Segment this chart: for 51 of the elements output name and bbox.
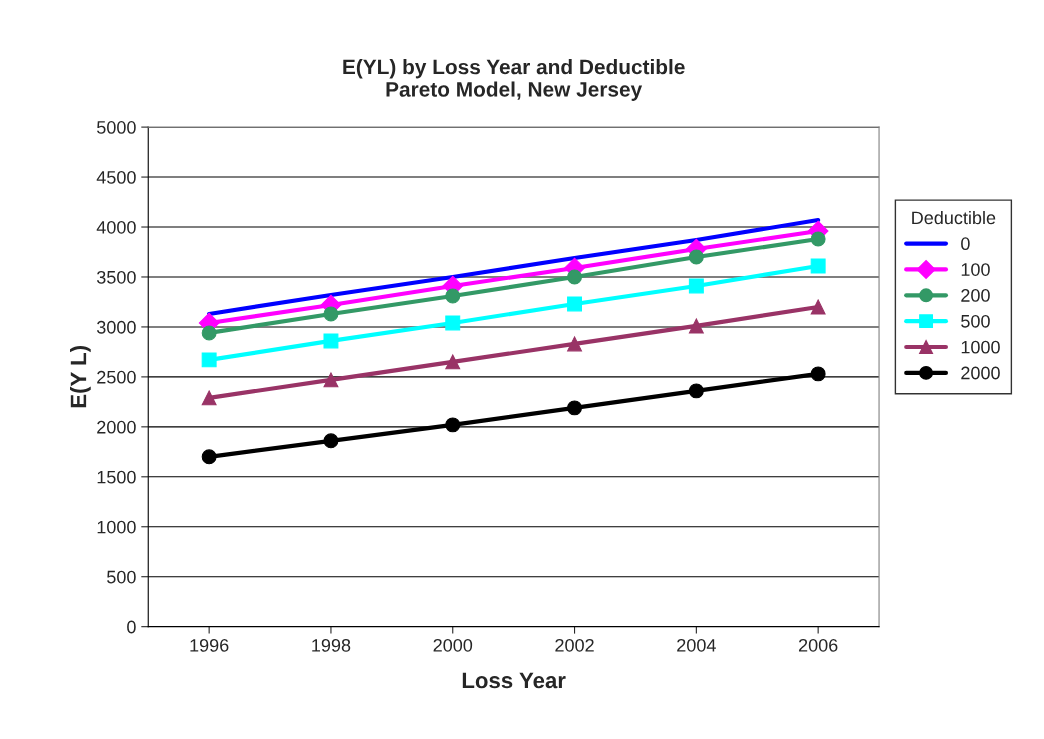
point [810,231,826,247]
y-tick-label: 2500 [97,370,136,384]
legend-label: 0 [961,237,970,251]
x-axis-title: Loss Year [462,672,566,689]
legend-label: 200 [961,289,990,302]
point [323,372,339,388]
point [445,315,461,331]
point [567,336,583,352]
point [201,390,217,406]
y-tick-label: 5000 [97,121,136,134]
x-tick-label: 1996 [190,638,229,652]
legend-label: 500 [961,314,990,328]
point [688,278,704,294]
y-tick-label: 3000 [96,320,136,334]
y-tick-label: 0 [127,620,136,634]
point [567,269,583,285]
point [567,400,583,416]
point [810,366,826,382]
y-tick-label: 2000 [97,420,136,434]
legend-label: 2000 [961,366,1000,380]
y-axis-title: E(Y L) [70,346,91,408]
y-tick-label: 3500 [96,270,136,284]
point [810,258,826,274]
point [201,352,217,368]
point [445,354,461,370]
x-tick-label: 2006 [798,638,838,652]
legend-label: 1000 [961,340,1000,354]
point [323,306,339,322]
point [323,333,339,349]
y-tick-label: 500 [107,570,136,584]
point [810,299,826,315]
point [323,433,339,449]
point [688,249,704,265]
x-tick-label: 2000 [433,638,473,652]
chart-title: E(YL) by Loss Year and Deductible Pareto Model, New Jersey [343,59,685,101]
y-tick-label: 1500 [97,470,136,484]
x-tick-label: 2004 [677,638,716,652]
x-tick-label: 2002 [555,638,594,652]
legend-title: Deductible [912,210,996,225]
y-tick-label: 4500 [96,171,136,184]
point [688,318,704,334]
y-tick-label: 4000 [96,220,136,234]
point [201,325,217,341]
legend-label: 100 [961,263,990,276]
x-tick-label: 1998 [312,638,351,652]
y-tick-label: 1000 [97,520,136,534]
point [567,296,583,312]
point [201,449,217,465]
point [688,383,704,399]
point [445,417,461,433]
point [445,288,461,304]
